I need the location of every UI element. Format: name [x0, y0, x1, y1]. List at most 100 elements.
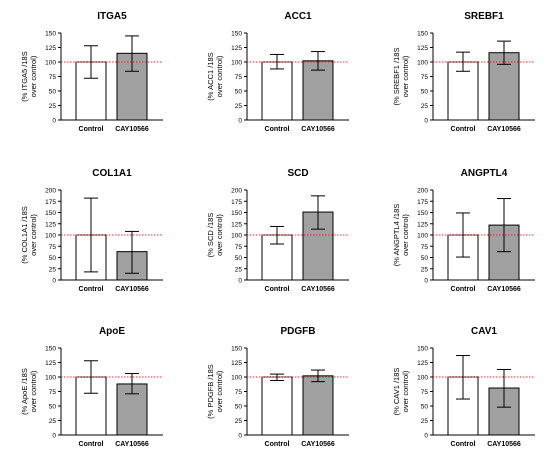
y-axis-label-line2: over control) — [215, 55, 224, 97]
y-tick-label: 200 — [231, 188, 242, 195]
y-tick-label: 50 — [421, 255, 429, 262]
y-tick-label: 50 — [421, 404, 429, 411]
y-tick-label: 150 — [45, 210, 56, 217]
y-axis-label-line1: (% SREBF1 /18S — [392, 48, 401, 106]
y-tick-label: 50 — [235, 404, 243, 411]
x-tick-label-cay10566: CAY10566 — [115, 126, 149, 133]
x-tick-label-control: Control — [451, 286, 476, 293]
bar-control — [261, 376, 293, 436]
y-tick-label: 0 — [424, 433, 428, 440]
y-tick-label: 100 — [417, 233, 428, 240]
y-tick-label: 50 — [235, 89, 243, 96]
y-axis-label-line2: over control) — [401, 214, 410, 256]
y-axis-label-line2: over control) — [29, 370, 38, 412]
y-axis-label-line2: over control) — [401, 55, 410, 97]
y-tick-label: 150 — [231, 210, 242, 217]
y-tick-label: 150 — [45, 346, 56, 353]
y-axis-label-line2: over control) — [215, 370, 224, 412]
y-tick-label: 125 — [231, 45, 242, 52]
y-tick-label: 50 — [49, 89, 57, 96]
y-tick-label: 25 — [49, 266, 57, 273]
chart-angptl4: ANGPTL4 (% ANGPTL4 /18S over control) 0 25 50… — [392, 168, 535, 293]
y-tick-label: 150 — [231, 346, 242, 353]
y-axis-label-line1: (% ITGA5 /18S — [20, 51, 29, 101]
y-tick-label: 0 — [238, 278, 242, 285]
x-tick-label-control: Control — [79, 126, 104, 133]
y-tick-label: 175 — [417, 199, 428, 206]
y-tick-label: 75 — [49, 389, 57, 396]
y-tick-label: 100 — [45, 375, 56, 382]
y-tick-label: 125 — [417, 221, 428, 228]
y-tick-label: 50 — [49, 255, 57, 262]
y-tick-label: 0 — [52, 278, 56, 285]
x-tick-label-cay10566: CAY10566 — [115, 441, 149, 448]
y-tick-label: 0 — [238, 433, 242, 440]
x-tick-label-control: Control — [265, 286, 290, 293]
y-tick-label: 125 — [45, 45, 56, 52]
y-tick-label: 75 — [421, 389, 429, 396]
bar-cay10566 — [302, 375, 334, 436]
y-tick-label: 100 — [45, 60, 56, 67]
y-axis-label-line1: (% ANGPTL4 /18S — [392, 204, 401, 267]
y-tick-label: 100 — [231, 60, 242, 67]
y-tick-label: 75 — [235, 74, 243, 81]
y-tick-label: 75 — [49, 244, 57, 251]
chart-srebf1: SREBF1 (% SREBF1 /18S over control) 0 25 50 75… — [392, 11, 535, 133]
y-tick-label: 75 — [235, 389, 243, 396]
y-axis-label-line2: over control) — [29, 214, 38, 256]
chart-title: CAV1 — [471, 326, 497, 337]
chart-pdgfb: PDGFB (% PDGFB /18S over control) 0 25 50 75 10… — [206, 326, 349, 448]
x-tick-label-control: Control — [265, 441, 290, 448]
y-tick-label: 100 — [231, 375, 242, 382]
y-tick-label: 125 — [417, 45, 428, 52]
y-tick-label: 100 — [45, 233, 56, 240]
y-tick-label: 25 — [49, 418, 57, 425]
y-tick-label: 175 — [45, 199, 56, 206]
y-tick-label: 50 — [421, 89, 429, 96]
y-tick-label: 175 — [231, 199, 242, 206]
x-tick-label-control: Control — [451, 126, 476, 133]
y-tick-label: 75 — [235, 244, 243, 251]
x-tick-label-cay10566: CAY10566 — [487, 286, 521, 293]
chart-title: ANGPTL4 — [461, 168, 508, 179]
y-tick-label: 0 — [52, 118, 56, 125]
chart-scd: SCD (% SCD /18S over control) 0 25 50 75 100 125… — [206, 168, 349, 293]
y-tick-label: 125 — [231, 221, 242, 228]
y-tick-label: 25 — [49, 103, 57, 110]
y-axis-label-line1: (% PDGFB /18S — [206, 364, 215, 419]
y-tick-label: 150 — [417, 31, 428, 38]
y-tick-label: 25 — [421, 266, 429, 273]
chart-title: ITGA5 — [97, 11, 127, 22]
y-tick-label: 50 — [235, 255, 243, 262]
x-tick-label-control: Control — [79, 286, 104, 293]
x-tick-label-cay10566: CAY10566 — [487, 126, 521, 133]
x-tick-label-cay10566: CAY10566 — [301, 286, 335, 293]
y-tick-label: 50 — [49, 404, 57, 411]
y-tick-label: 0 — [424, 118, 428, 125]
x-tick-label-cay10566: CAY10566 — [301, 126, 335, 133]
y-tick-label: 200 — [417, 188, 428, 195]
chart-title: ApoE — [99, 326, 125, 337]
x-tick-label-control: Control — [265, 126, 290, 133]
x-tick-label-cay10566: CAY10566 — [301, 441, 335, 448]
y-tick-label: 150 — [417, 210, 428, 217]
y-tick-label: 75 — [421, 74, 429, 81]
y-tick-label: 75 — [421, 244, 429, 251]
x-tick-label-control: Control — [79, 441, 104, 448]
y-tick-label: 0 — [238, 118, 242, 125]
y-tick-label: 150 — [45, 31, 56, 38]
y-tick-label: 150 — [231, 31, 242, 38]
y-tick-label: 125 — [417, 360, 428, 367]
chart-title: SREBF1 — [464, 11, 504, 22]
y-tick-label: 125 — [45, 360, 56, 367]
chart-title: SCD — [287, 168, 308, 179]
y-tick-label: 25 — [421, 103, 429, 110]
y-tick-label: 75 — [49, 74, 57, 81]
y-axis-label-line1: (% SCD /18S — [206, 213, 215, 258]
y-tick-label: 125 — [45, 221, 56, 228]
chart-cav1: CAV1 (% CAV1 /18S over control) 0 25 50 75 100 1… — [392, 326, 535, 448]
y-tick-label: 100 — [417, 60, 428, 67]
y-tick-label: 0 — [52, 433, 56, 440]
y-axis-label-line1: (% ApoE /18S — [20, 368, 29, 415]
